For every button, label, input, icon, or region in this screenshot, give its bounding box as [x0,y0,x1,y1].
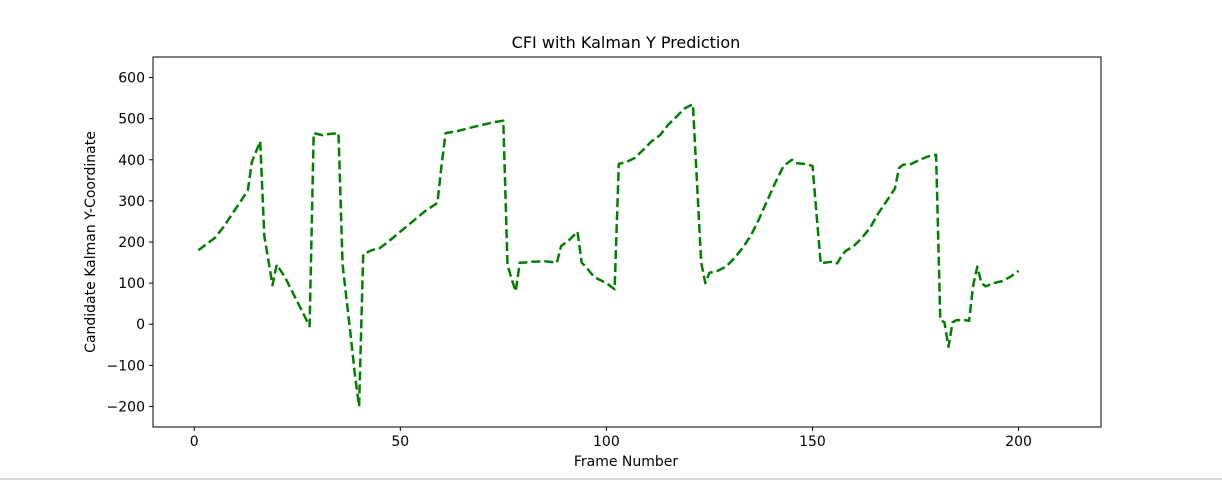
plot-area [153,57,1101,427]
y-tick-label: −200 [107,399,145,415]
x-tick-label: 50 [391,434,409,450]
y-tick-label: 400 [118,153,145,169]
y-tick-label: 500 [118,112,145,128]
x-tick-label: 0 [190,434,199,450]
y-tick-label: 600 [118,71,145,87]
y-tick-label: −100 [107,358,145,374]
y-tick-label: 100 [118,276,145,292]
x-axis-label: Frame Number [574,454,679,470]
x-tick-label: 200 [1005,434,1032,450]
figure-bottom-border [0,478,1222,480]
plot-frame [152,56,1102,428]
y-axis-label: Candidate Kalman Y-Coordinate [83,131,99,353]
series-layer [197,103,1020,408]
y-tick-label: 0 [136,317,145,333]
y-tick-label: 200 [118,235,145,251]
series-line [197,103,1020,408]
axis-ticks: 0 50 100 150 200 −200 −100 0 100 200 300 400 500 600 [107,71,1032,450]
chart-title: CFI with Kalman Y Prediction [512,33,741,52]
x-tick-label: 150 [799,434,826,450]
x-tick-label: 100 [593,434,620,450]
y-tick-label: 300 [118,194,145,210]
